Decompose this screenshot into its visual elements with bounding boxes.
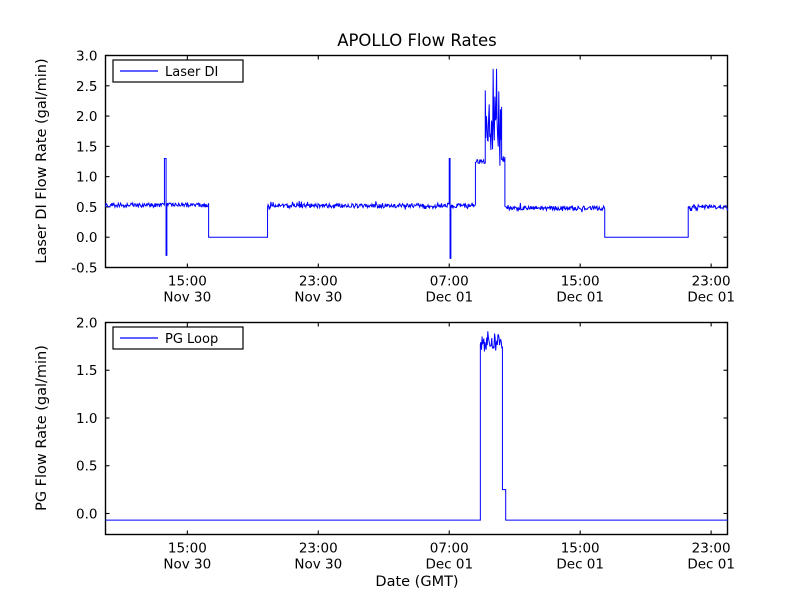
y-tick-label: 1.0 — [76, 411, 97, 427]
y-tick-label: 0.0 — [76, 230, 97, 246]
x-tick-label-date: Dec 01 — [425, 557, 473, 573]
legend-label-laser-di: Laser DI — [165, 65, 218, 80]
x-tick-label-time: 15:00 — [561, 274, 600, 290]
y-tick-label: 1.0 — [76, 170, 97, 186]
x-tick-label-date: Dec 01 — [687, 290, 735, 306]
figure-background — [0, 0, 800, 600]
x-tick-label-date: Dec 01 — [556, 290, 604, 306]
x-tick-label-time: 07:00 — [430, 541, 469, 557]
x-tick-label-date: Nov 30 — [163, 557, 211, 573]
y-axis-label-top: Laser DI Flow Rate (gal/min) — [34, 58, 50, 263]
y-tick-label: 3.0 — [76, 49, 97, 65]
y-axis-label-bottom: PG Flow Rate (gal/min) — [34, 345, 50, 511]
y-tick-label: 0.5 — [76, 459, 97, 475]
x-tick-label-time: 07:00 — [430, 274, 469, 290]
x-tick-label-date: Dec 01 — [425, 290, 473, 306]
y-tick-label: 0.5 — [76, 200, 97, 216]
x-tick-label-time: 23:00 — [299, 274, 338, 290]
x-axis-label: Date (GMT) — [375, 574, 458, 590]
x-tick-label-date: Dec 01 — [556, 557, 604, 573]
x-tick-label-time: 15:00 — [561, 541, 600, 557]
x-tick-label-time: 15:00 — [168, 274, 207, 290]
matplotlib-figure: APOLLO Flow Rates -0.5 0.0 0.5 1.0 1.5 2.0 2.5… — [0, 0, 800, 600]
legend-label-pg-loop: PG Loop — [165, 332, 218, 347]
page-title: APOLLO Flow Rates — [337, 31, 497, 50]
x-tick-label-time: 23:00 — [692, 541, 731, 557]
x-tick-label-date: Nov 30 — [294, 557, 342, 573]
x-tick-label-date: Dec 01 — [687, 557, 735, 573]
x-tick-label-time: 23:00 — [692, 274, 731, 290]
y-tick-label: 2.5 — [76, 79, 97, 95]
x-tick-label-time: 15:00 — [168, 541, 207, 557]
x-tick-label-date: Nov 30 — [163, 290, 211, 306]
y-tick-label: 2.0 — [76, 109, 97, 125]
y-tick-label: 1.5 — [76, 139, 97, 155]
y-tick-label: 1.5 — [76, 363, 97, 379]
x-tick-label-time: 23:00 — [299, 541, 338, 557]
legend-top: Laser DI — [113, 60, 243, 82]
y-tick-label: -0.5 — [71, 261, 97, 277]
y-tick-label: 2.0 — [76, 316, 97, 332]
legend-bottom: PG Loop — [113, 327, 243, 349]
y-tick-label: 0.0 — [76, 506, 97, 522]
x-tick-label-date: Nov 30 — [294, 290, 342, 306]
figure-canvas: APOLLO Flow Rates -0.5 0.0 0.5 1.0 1.5 2.0 2.5… — [0, 0, 800, 600]
